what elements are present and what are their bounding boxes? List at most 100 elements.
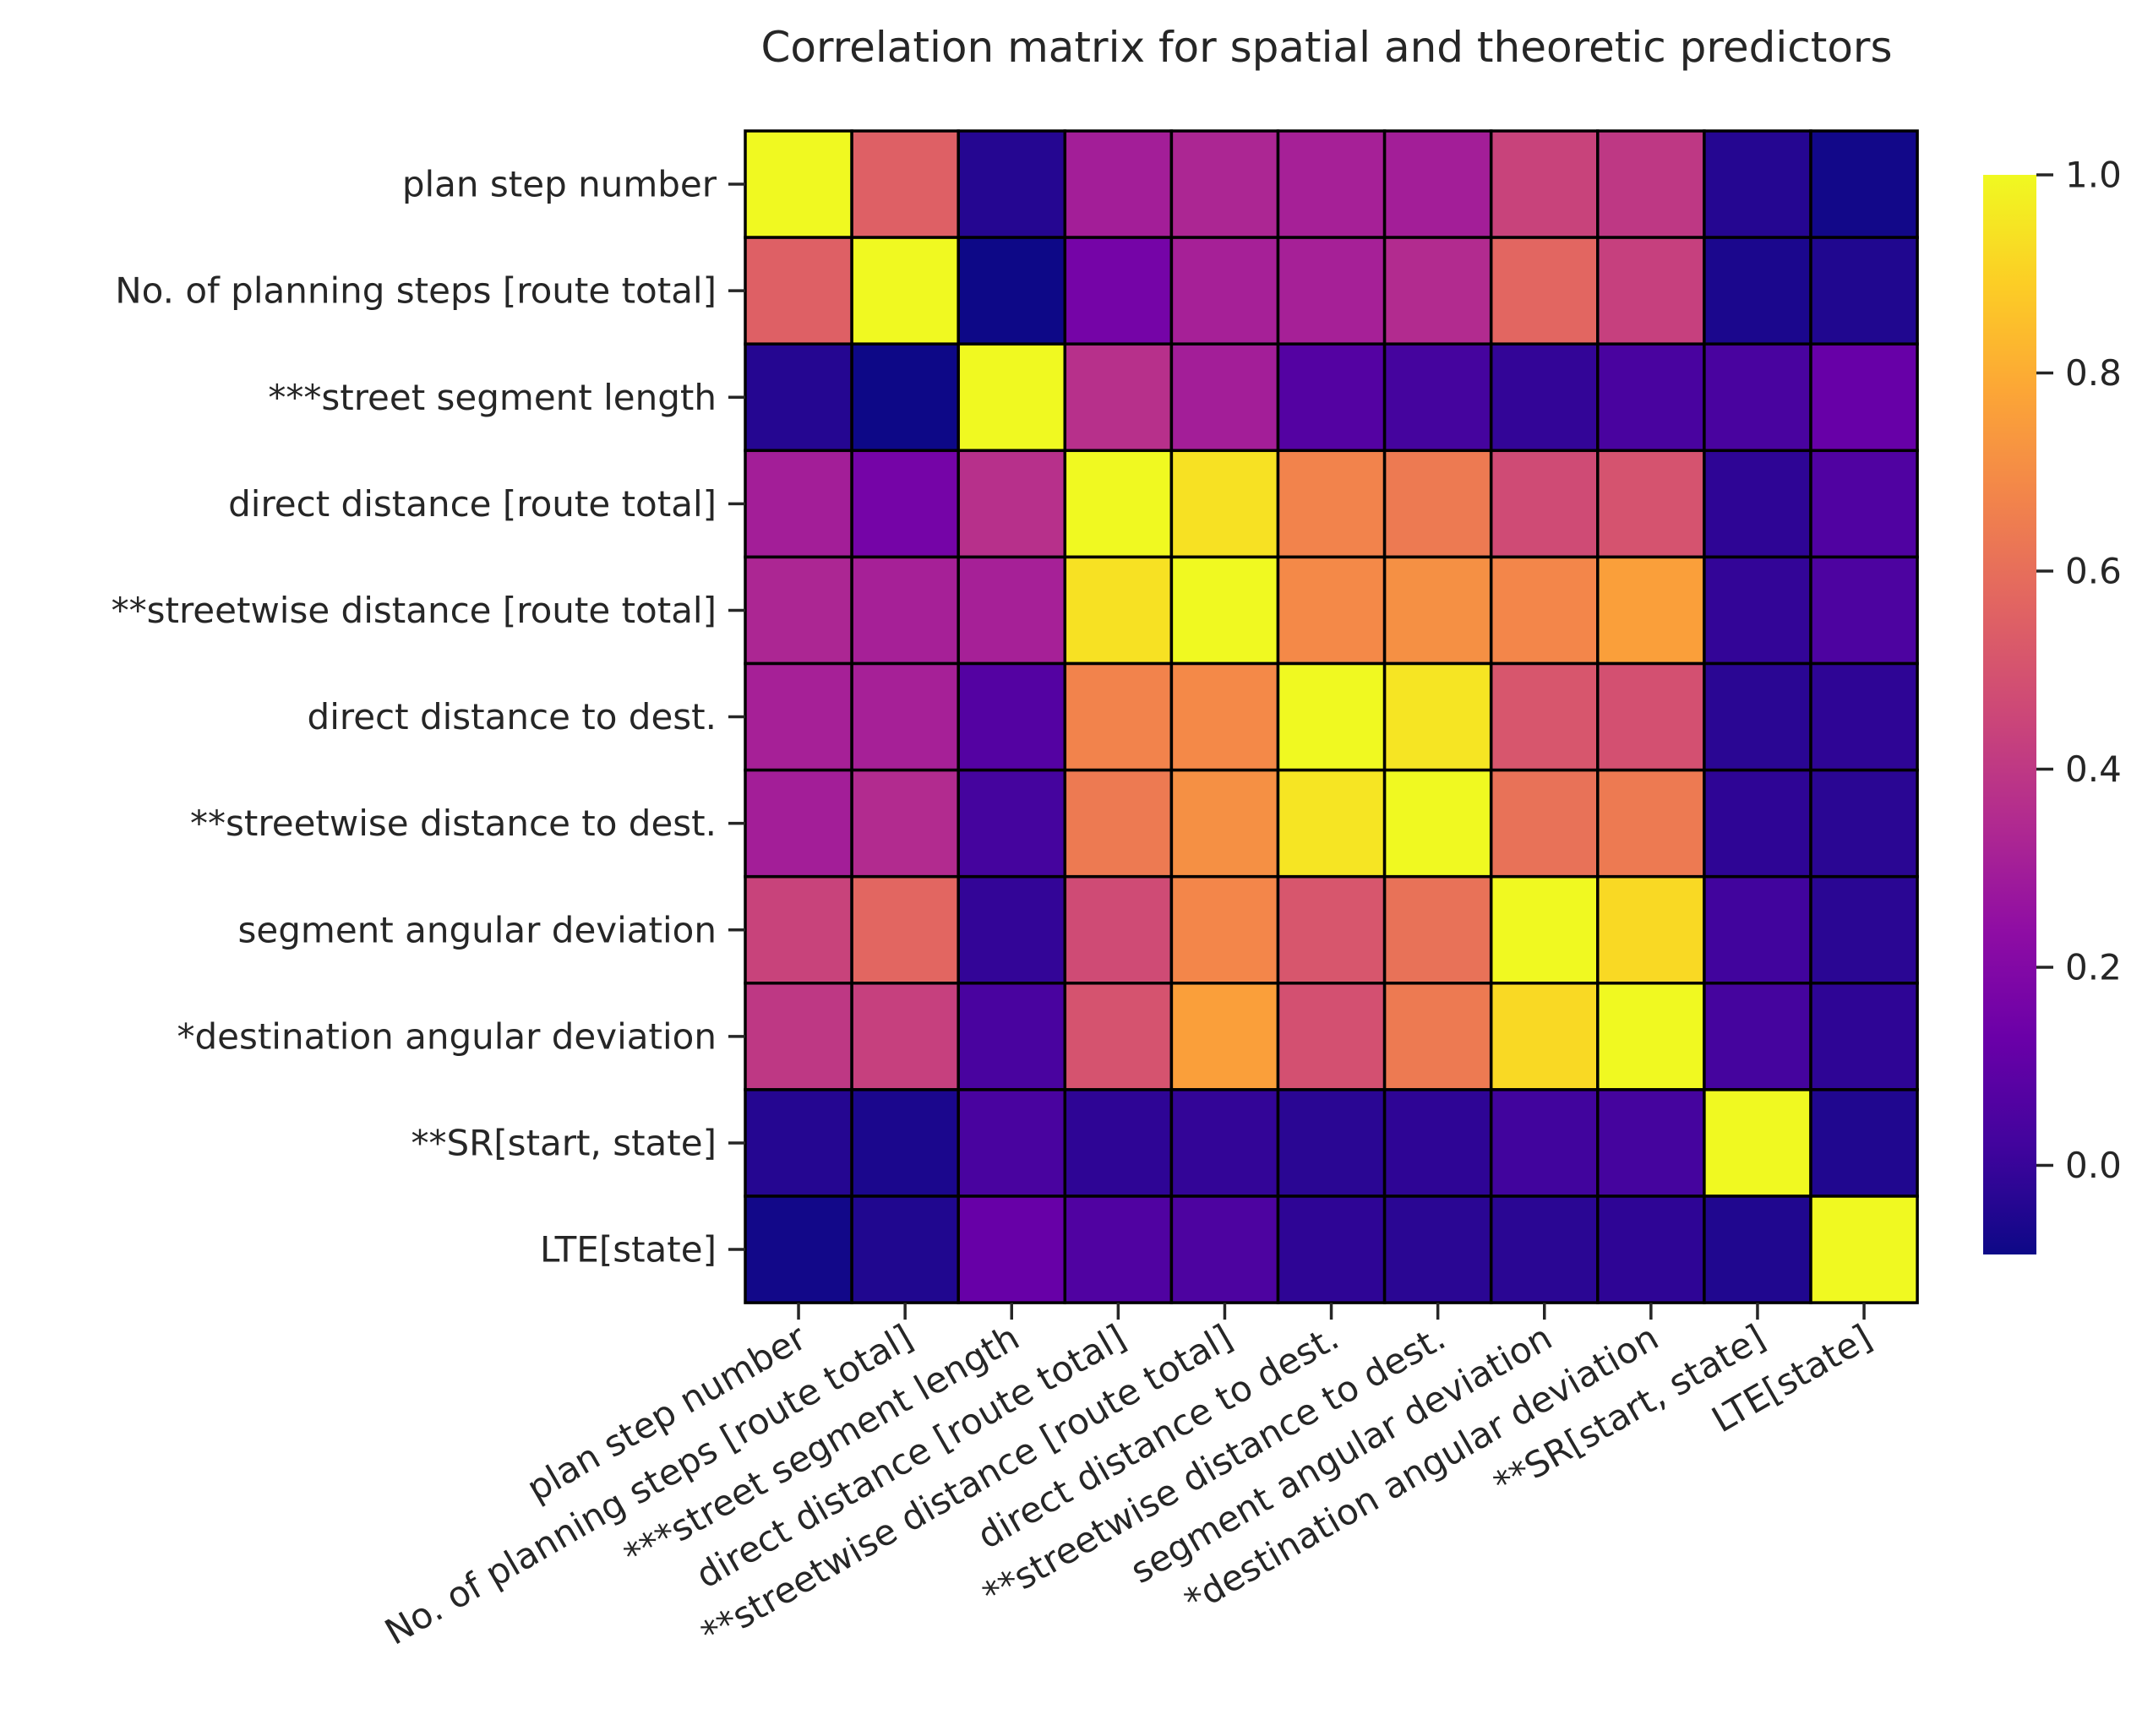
heatmap-cell-r2-c9: [1703, 342, 1812, 453]
heatmap-cell-r4-c1: [850, 555, 960, 666]
chart-title: Correlation matrix for spatial and theor…: [760, 23, 1892, 72]
heatmap-cell-r3-c3: [1063, 449, 1174, 559]
heatmap-cell-r3-c0: [744, 449, 853, 559]
y-tick-label: direct distance [route total]: [228, 483, 717, 525]
heatmap-cell-r6-c8: [1596, 768, 1706, 879]
heatmap-cell-r2-c7: [1489, 342, 1600, 453]
heatmap-cell-r4-c8: [1596, 555, 1706, 666]
heatmap-cell-r7-c9: [1703, 874, 1812, 985]
colorbar: [1983, 175, 2036, 1254]
heatmap-cell-r10-c4: [1169, 1195, 1280, 1304]
y-tick-label: **streetwise distance to dest.: [190, 803, 717, 844]
heatmap-cell-r5-c10: [1809, 661, 1919, 772]
heatmap-cell-r5-c6: [1382, 661, 1493, 772]
heatmap-cell-r4-c3: [1063, 555, 1174, 666]
heatmap-cell-r5-c4: [1169, 661, 1280, 772]
heatmap-cell-r1-c9: [1703, 236, 1812, 346]
heatmap-cell-r1-c1: [850, 236, 960, 346]
heatmap-cell-r8-c7: [1489, 982, 1600, 1091]
y-tick-label: No. of planning steps [route total]: [115, 270, 717, 312]
heatmap-cell-r7-c10: [1809, 874, 1919, 985]
y-tick-label: **streetwise distance [route total]: [112, 590, 717, 631]
heatmap-cell-r1-c5: [1276, 236, 1387, 346]
heatmap-cell-r1-c6: [1382, 236, 1493, 346]
colorbar-tick-label: 0.6: [2065, 550, 2122, 591]
heatmap-cell-r9-c1: [850, 1088, 960, 1198]
heatmap-cell-r2-c1: [850, 342, 960, 453]
heatmap-cell-r5-c3: [1063, 661, 1174, 772]
heatmap-cell-r3-c2: [957, 449, 1067, 559]
heatmap-cell-r4-c2: [957, 555, 1067, 666]
y-axis-ticks: plan step number No. of planning steps [r…: [112, 164, 745, 1271]
heatmap-cell-r3-c6: [1382, 449, 1493, 559]
heatmap-cell-r10-c3: [1063, 1195, 1174, 1304]
heatmap-cell-r0-c4: [1169, 129, 1280, 239]
heatmap-cell-r3-c10: [1809, 449, 1919, 559]
heatmap-cell-r3-c5: [1276, 449, 1387, 559]
y-tick-label: **SR[start, state]: [411, 1122, 717, 1163]
heatmap-cell-r9-c5: [1276, 1088, 1387, 1198]
y-tick-label: *destination angular deviation: [177, 1015, 717, 1057]
heatmap-cell-r5-c7: [1489, 661, 1600, 772]
heatmap-cell-r0-c10: [1809, 129, 1919, 239]
heatmap-cell-r3-c1: [850, 449, 960, 559]
heatmap-cells: [744, 129, 1919, 1304]
heatmap-cell-r4-c6: [1382, 555, 1493, 666]
colorbar-tick-label: 1.0: [2065, 155, 2122, 196]
heatmap-cell-r1-c4: [1169, 236, 1280, 346]
heatmap-cell-r9-c9: [1703, 1088, 1812, 1198]
heatmap-cell-r0-c8: [1596, 129, 1706, 239]
heatmap-cell-r0-c7: [1489, 129, 1600, 239]
y-tick-label: segment angular deviation: [238, 909, 717, 950]
colorbar-tick-label: 0.4: [2065, 748, 2122, 790]
heatmap-cell-r2-c8: [1596, 342, 1706, 453]
heatmap-cell-r4-c7: [1489, 555, 1600, 666]
heatmap-cell-r0-c6: [1382, 129, 1493, 239]
heatmap-cell-r7-c7: [1489, 874, 1600, 985]
heatmap-cell-r5-c8: [1596, 661, 1706, 772]
heatmap-cell-r10-c9: [1703, 1195, 1812, 1304]
heatmap-cell-r0-c0: [744, 129, 853, 239]
heatmap-cell-r9-c8: [1596, 1088, 1706, 1198]
heatmap-cell-r2-c3: [1063, 342, 1174, 453]
heatmap-cell-r9-c4: [1169, 1088, 1280, 1198]
heatmap-cell-r6-c10: [1809, 768, 1919, 879]
heatmap-cell-r2-c6: [1382, 342, 1493, 453]
heatmap-cell-r9-c10: [1809, 1088, 1919, 1198]
heatmap-cell-r8-c10: [1809, 982, 1919, 1091]
heatmap-cell-r8-c2: [957, 982, 1067, 1091]
heatmap-cell-r3-c9: [1703, 449, 1812, 559]
heatmap-cell-r2-c0: [744, 342, 853, 453]
heatmap-cell-r0-c3: [1063, 129, 1174, 239]
heatmap-cell-r7-c6: [1382, 874, 1493, 985]
heatmap-cell-r10-c10: [1809, 1195, 1919, 1304]
heatmap-cell-r10-c6: [1382, 1195, 1493, 1304]
heatmap-cell-r1-c7: [1489, 236, 1600, 346]
heatmap-cell-r10-c0: [744, 1195, 853, 1304]
heatmap-cell-r10-c2: [957, 1195, 1067, 1304]
heatmap-cell-r6-c4: [1169, 768, 1280, 879]
heatmap-cell-r5-c9: [1703, 661, 1812, 772]
heatmap-cell-r8-c8: [1596, 982, 1706, 1091]
heatmap-cell-r7-c2: [957, 874, 1067, 985]
heatmap-cell-r9-c7: [1489, 1088, 1600, 1198]
heatmap-cell-r6-c9: [1703, 768, 1812, 879]
heatmap-cell-r1-c8: [1596, 236, 1706, 346]
heatmap-cell-r6-c1: [850, 768, 960, 879]
y-tick-label: ***street segment length: [268, 377, 717, 418]
heatmap-cell-r2-c2: [957, 342, 1067, 453]
heatmap-cell-r7-c5: [1276, 874, 1387, 985]
heatmap-cell-r1-c2: [957, 236, 1067, 346]
heatmap-cell-r5-c2: [957, 661, 1067, 772]
heatmap-cell-r0-c9: [1703, 129, 1812, 239]
heatmap-cell-r7-c8: [1596, 874, 1706, 985]
heatmap-cell-r10-c1: [850, 1195, 960, 1304]
heatmap-cell-r9-c2: [957, 1088, 1067, 1198]
heatmap-cell-r8-c5: [1276, 982, 1387, 1091]
heatmap-cell-r1-c3: [1063, 236, 1174, 346]
heatmap-cell-r10-c7: [1489, 1195, 1600, 1304]
heatmap-cell-r7-c3: [1063, 874, 1174, 985]
heatmap-cell-r3-c7: [1489, 449, 1600, 559]
colorbar-tick-label: 0.2: [2065, 946, 2122, 988]
